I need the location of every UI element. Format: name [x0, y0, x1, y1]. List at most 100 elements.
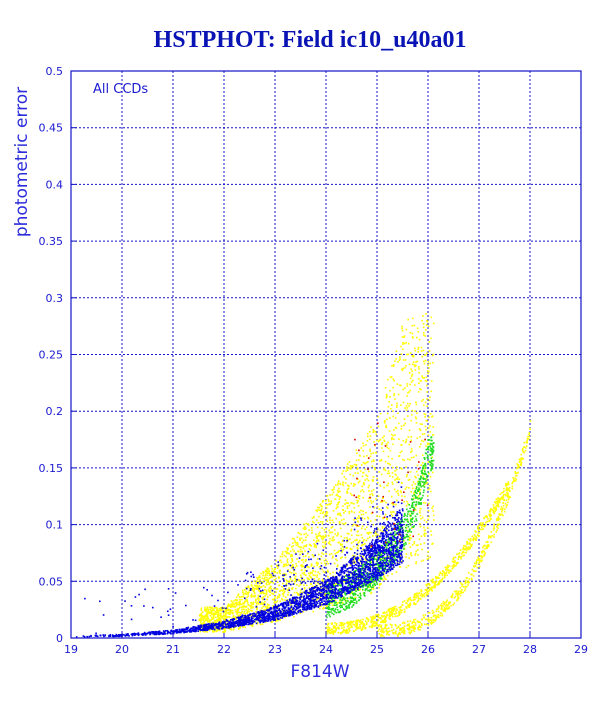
- point-yellow: [326, 605, 328, 607]
- point-yellow: [236, 611, 238, 613]
- point-yellow-tail: [453, 597, 456, 599]
- point-yellow: [387, 543, 389, 545]
- point-blue: [376, 552, 379, 554]
- point-yellow: [210, 611, 213, 614]
- point-yellow: [243, 610, 246, 613]
- point-yellow: [356, 534, 358, 537]
- point-blue: [381, 556, 383, 558]
- point-yellow: [357, 505, 360, 507]
- point-yellow: [403, 459, 406, 462]
- point-blue: [305, 590, 307, 592]
- point-green: [415, 501, 418, 504]
- point-yellow-tail: [436, 615, 439, 618]
- point-yellow: [432, 505, 434, 508]
- point-yellow: [367, 486, 370, 489]
- point-yellow: [426, 391, 428, 393]
- point-yellow-tail: [380, 635, 382, 637]
- point-yellow: [350, 528, 353, 531]
- point-yellow: [337, 491, 339, 494]
- point-yellow-tail: [399, 608, 401, 611]
- point-yellow-tail: [371, 623, 374, 626]
- point-yellow-tail: [426, 588, 428, 590]
- point-green: [339, 606, 342, 609]
- point-yellow: [263, 602, 265, 604]
- point-yellow: [268, 587, 271, 589]
- point-yellow: [361, 517, 364, 519]
- point-yellow-tail: [397, 626, 400, 628]
- point-yellow: [407, 436, 410, 438]
- point-yellow: [430, 316, 433, 319]
- point-green: [413, 501, 415, 503]
- point-green: [411, 512, 413, 515]
- point-yellow: [210, 618, 213, 621]
- point-yellow: [206, 620, 209, 623]
- point-yellow: [419, 489, 422, 491]
- point-yellow: [302, 539, 305, 542]
- point-yellow: [340, 519, 343, 521]
- point-yellow: [414, 483, 417, 485]
- point-yellow: [310, 564, 313, 566]
- point-blue: [386, 549, 389, 552]
- point-yellow-tail: [395, 630, 397, 633]
- point-yellow: [407, 530, 409, 532]
- point-yellow-tail: [383, 615, 385, 617]
- point-yellow-tail: [507, 498, 510, 501]
- point-yellow: [361, 489, 364, 491]
- point-yellow: [338, 498, 341, 500]
- point-yellow-tail: [374, 614, 377, 616]
- point-yellow: [425, 324, 428, 326]
- point-green: [423, 457, 426, 459]
- point-yellow-tail: [427, 617, 430, 619]
- point-yellow: [415, 544, 418, 547]
- point-yellow: [209, 628, 212, 630]
- point-green: [360, 597, 362, 600]
- point-yellow: [381, 443, 383, 446]
- point-yellow: [344, 482, 347, 484]
- point-yellow: [361, 485, 363, 488]
- point-yellow-tail: [456, 598, 459, 600]
- point-yellow-tail: [497, 499, 499, 501]
- point-green: [380, 578, 382, 580]
- point-yellow: [213, 630, 215, 633]
- point-yellow: [282, 565, 285, 568]
- point-yellow: [413, 364, 416, 366]
- point-yellow: [365, 539, 368, 542]
- point-yellow-tail: [512, 477, 514, 479]
- point-yellow: [393, 503, 395, 505]
- point-yellow: [427, 325, 430, 328]
- point-yellow: [395, 503, 397, 506]
- point-yellow: [238, 614, 240, 617]
- point-yellow-tail: [421, 618, 423, 621]
- point-green: [354, 593, 357, 596]
- point-yellow-tail: [375, 621, 378, 623]
- point-green: [361, 574, 363, 576]
- point-yellow: [207, 609, 210, 611]
- point-yellow: [319, 503, 322, 505]
- point-yellow: [386, 574, 389, 577]
- point-yellow: [268, 570, 270, 573]
- point-yellow-tail: [387, 630, 389, 633]
- point-green: [409, 524, 412, 526]
- point-yellow: [396, 478, 399, 480]
- point-yellow: [411, 373, 414, 376]
- point-yellow: [419, 380, 422, 382]
- point-yellow-tail: [418, 626, 420, 628]
- point-green: [422, 464, 425, 467]
- point-yellow: [291, 587, 294, 590]
- point-yellow-tail: [431, 622, 434, 624]
- point-yellow: [351, 587, 354, 590]
- point-yellow: [233, 627, 235, 629]
- point-yellow: [397, 494, 400, 496]
- point-yellow: [419, 507, 422, 510]
- point-green: [425, 480, 427, 482]
- point-yellow: [326, 569, 329, 572]
- point-yellow: [387, 405, 390, 408]
- point-yellow-tail: [492, 510, 495, 513]
- point-yellow: [257, 596, 260, 599]
- point-yellow: [339, 482, 341, 485]
- point-green: [424, 463, 426, 466]
- point-yellow: [214, 629, 216, 632]
- point-yellow: [328, 535, 330, 537]
- point-yellow: [405, 505, 408, 507]
- point-yellow: [245, 598, 247, 601]
